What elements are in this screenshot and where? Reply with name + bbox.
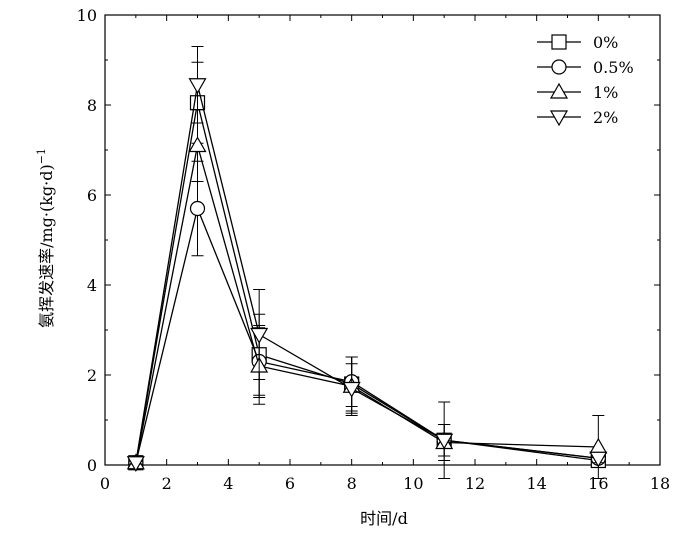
series-layer <box>126 46 608 479</box>
data-point <box>589 437 608 454</box>
data-point <box>342 381 361 398</box>
series-line <box>135 102 599 463</box>
series-0.5% <box>128 160 606 471</box>
plot-frame <box>104 14 661 466</box>
legend-item: 0% <box>537 33 618 52</box>
data-point <box>189 200 206 217</box>
y-tick-label: 2 <box>87 366 97 385</box>
legend-label: 0.5% <box>593 58 634 77</box>
y-tick-label: 10 <box>77 6 97 25</box>
plot-border <box>104 14 661 466</box>
data-point <box>188 78 207 94</box>
series-line <box>135 206 599 463</box>
x-tick-label: 14 <box>526 474 546 493</box>
series-line <box>135 145 599 463</box>
series-line <box>135 84 599 463</box>
data-point <box>126 456 145 472</box>
series-1% <box>126 109 608 479</box>
legend: 0% 0.5% 1% 2% <box>537 33 634 127</box>
y-axis-label: 氨挥发速率/mg·(kg·d)−1 <box>35 148 56 328</box>
legend-item: 0.5% <box>537 58 634 77</box>
legend-label: 2% <box>593 108 618 127</box>
legend-marker <box>551 59 567 75</box>
legend-item: 2% <box>537 108 618 127</box>
y-tick-label: 8 <box>87 96 97 115</box>
series-2% <box>126 46 608 479</box>
legend-label: 0% <box>593 33 618 52</box>
x-axis: 0 2 4 6 8 10 12 14 16 18 <box>100 15 670 493</box>
data-point <box>188 136 207 153</box>
x-tick-label: 18 <box>650 474 670 493</box>
x-tick-label: 6 <box>285 474 295 493</box>
x-tick-label: 4 <box>223 474 233 493</box>
x-axis-label: 时间/d <box>360 509 408 528</box>
legend-marker <box>549 110 569 127</box>
data-point <box>435 433 454 450</box>
y-tick-label: 6 <box>87 186 97 205</box>
data-point <box>250 327 269 344</box>
legend-item: 1% <box>537 82 618 102</box>
x-tick-label: 12 <box>465 474 485 493</box>
legend-marker <box>551 34 567 50</box>
y-axis-label-superscript: −1 <box>35 148 48 164</box>
y-tick-label: 0 <box>87 456 97 475</box>
x-tick-label: 0 <box>100 474 110 493</box>
data-point <box>589 451 608 468</box>
x-tick-label: 10 <box>403 474 423 493</box>
y-axis-label-main: 氨挥发速率/mg·(kg·d) <box>37 164 56 328</box>
legend-marker <box>549 82 569 99</box>
y-axis: 0 2 4 6 8 10 <box>77 6 660 475</box>
x-tick-label: 2 <box>162 474 172 493</box>
y-tick-label: 4 <box>87 276 97 295</box>
legend-label: 1% <box>593 83 618 102</box>
x-tick-label: 8 <box>347 474 357 493</box>
